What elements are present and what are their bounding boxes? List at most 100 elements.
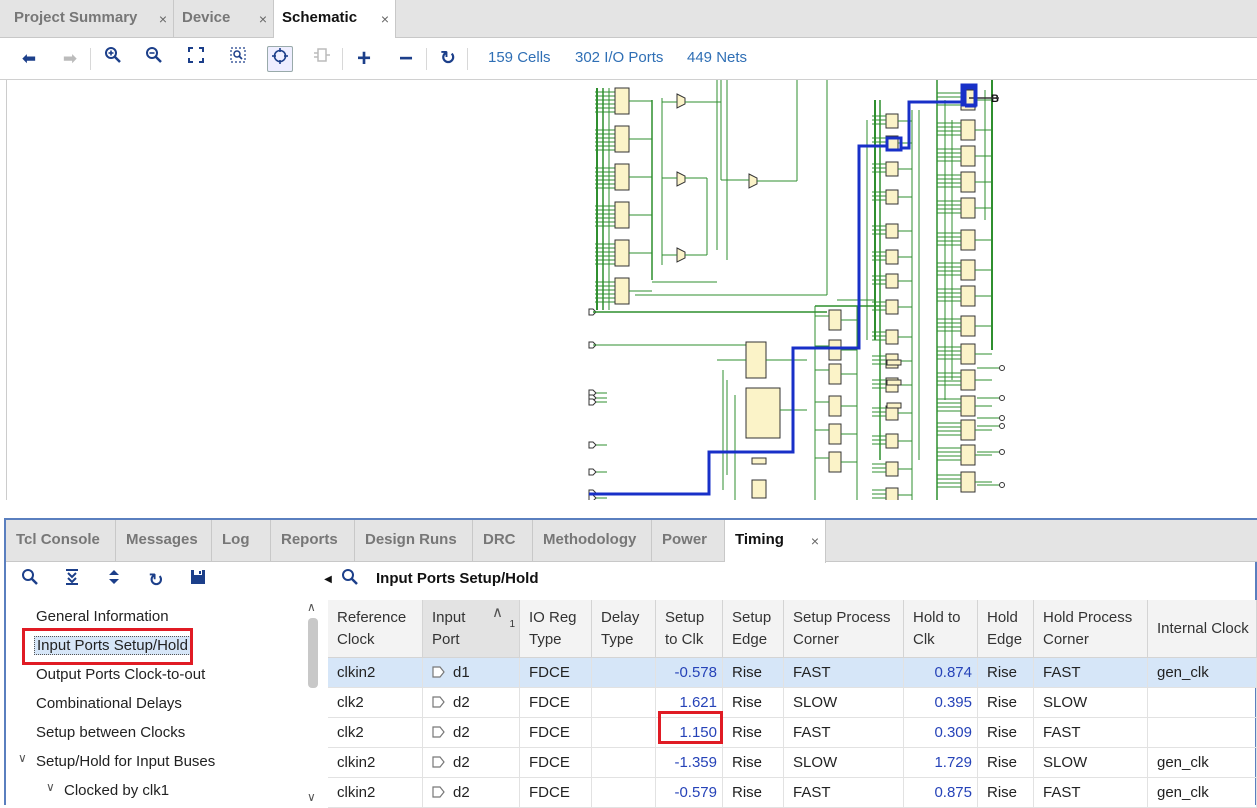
- table-row[interactable]: clk2 d2 FDCE 1.621 Rise SLOW 0.395 Rise SLOW: [328, 688, 1257, 718]
- table-row[interactable]: clkin2 d1 FDCE -0.578 Rise FAST 0.874 Rise FAST g…: [328, 658, 1257, 688]
- column-header-label: Corner: [793, 631, 839, 648]
- tab-drc[interactable]: DRC: [473, 520, 533, 562]
- search-icon[interactable]: [338, 568, 362, 592]
- back-icon[interactable]: ⬅: [21, 49, 37, 68]
- save-icon[interactable]: [186, 568, 210, 592]
- expand-all-icon[interactable]: [102, 568, 126, 592]
- zoom-fit-icon[interactable]: [183, 46, 209, 72]
- tab-tcl-console[interactable]: Tcl Console: [6, 520, 116, 562]
- column-header-label: Port: [432, 631, 460, 648]
- table-cell: FDCE: [520, 748, 592, 778]
- table-cell: Rise: [723, 658, 784, 688]
- tree-item-input-ports-setup-hold[interactable]: Input Ports Setup/Hold: [34, 636, 191, 655]
- search-icon[interactable]: [18, 568, 42, 592]
- zoom-area-icon[interactable]: [225, 46, 251, 72]
- tree-item-general-information[interactable]: General Information: [36, 608, 169, 625]
- column-header[interactable]: Setup Edge: [723, 600, 784, 658]
- table-cell: FDCE: [520, 778, 592, 808]
- add-icon[interactable]: +: [356, 45, 371, 72]
- table-row[interactable]: clkin2 d2 FDCE -0.579 Rise FAST 0.875 Rise FAST g…: [328, 778, 1257, 808]
- column-header[interactable]: Hold Process Corner: [1034, 600, 1148, 658]
- table-cell: [592, 658, 656, 688]
- tab-messages[interactable]: Messages: [116, 520, 212, 562]
- tab-project-summary[interactable]: Project Summary ×: [0, 0, 174, 38]
- column-header-label: Internal Clock: [1157, 620, 1249, 637]
- input-port-icon: [432, 726, 445, 738]
- column-header[interactable]: Reference Clock: [328, 600, 423, 658]
- tab-timing[interactable]: Timing ×: [725, 520, 826, 563]
- table-row[interactable]: clkin2 d2 FDCE -1.359 Rise SLOW 1.729 Rise SLOW g…: [328, 748, 1257, 778]
- column-header[interactable]: IO Reg Type: [520, 600, 592, 658]
- chevron-down-icon[interactable]: ∨: [18, 751, 27, 765]
- column-header[interactable]: Hold Edge: [978, 600, 1034, 658]
- port-name: d2: [453, 694, 470, 711]
- table-cell: clkin2: [328, 658, 423, 688]
- tab-reports[interactable]: Reports: [271, 520, 355, 562]
- column-header[interactable]: Setup Process Corner: [784, 600, 904, 658]
- table-cell: gen_clk: [1148, 778, 1257, 808]
- column-header[interactable]: Input Port ∧ 1: [423, 600, 520, 658]
- table-cell: FDCE: [520, 688, 592, 718]
- collapse-all-icon[interactable]: [60, 568, 84, 592]
- zoom-in-icon[interactable]: [100, 46, 126, 72]
- table-cell: FAST: [1034, 778, 1148, 808]
- table-row[interactable]: clk2 d2 FDCE 1.150 Rise FAST 0.309 Rise FAST: [328, 718, 1257, 748]
- tab-device[interactable]: Device ×: [174, 0, 274, 38]
- close-icon[interactable]: ×: [258, 11, 267, 27]
- column-header-label: to Clk: [665, 631, 704, 648]
- column-header-label: Setup Process: [793, 609, 891, 626]
- io-ports-link[interactable]: 302 I/O Ports: [575, 49, 664, 66]
- table-cell: clkin2: [328, 778, 423, 808]
- sort-ascending-icon[interactable]: ∧: [492, 604, 503, 621]
- tree-scrollbar[interactable]: ∧ ∨: [306, 600, 320, 807]
- tab-schematic[interactable]: Schematic ×: [274, 0, 396, 39]
- timing-tree: General Information Input Ports Setup/Ho…: [6, 598, 326, 807]
- column-header[interactable]: Delay Type: [592, 600, 656, 658]
- table-cell: d2: [423, 688, 520, 718]
- input-port-icon: [432, 696, 445, 708]
- remove-icon[interactable]: −: [398, 45, 413, 72]
- zoom-out-icon[interactable]: [141, 46, 167, 72]
- tab-log[interactable]: Log: [212, 520, 271, 562]
- table-cell: 0.874: [904, 658, 978, 688]
- regenerate-icon[interactable]: [309, 46, 335, 72]
- tree-item-setup-between-clocks[interactable]: Setup between Clocks: [36, 724, 186, 741]
- tab-label: Methodology: [543, 531, 637, 548]
- table-cell: FAST: [784, 718, 904, 748]
- table-cell: [592, 718, 656, 748]
- cells-link[interactable]: 159 Cells: [488, 49, 551, 66]
- close-icon[interactable]: ×: [158, 11, 167, 27]
- tree-item-setup-hold-input-buses[interactable]: Setup/Hold for Input Buses: [36, 753, 216, 770]
- table-cell: [1148, 688, 1257, 718]
- collapse-panel-icon[interactable]: ◀: [324, 574, 332, 585]
- tree-item-combinational-delays[interactable]: Combinational Delays: [36, 695, 182, 712]
- tree-item-clocked-by-clk1[interactable]: Clocked by clk1: [64, 782, 170, 799]
- close-icon[interactable]: ×: [810, 533, 819, 549]
- timing-toolbar: ↻ ◀ Input Ports Setup/Hold: [6, 562, 1257, 598]
- schematic-canvas[interactable]: B: [6, 80, 1257, 500]
- column-header-label: Edge: [987, 631, 1023, 648]
- tab-design-runs[interactable]: Design Runs: [355, 520, 473, 562]
- tab-label: Power: [662, 531, 708, 548]
- select-icon[interactable]: [267, 46, 293, 72]
- column-header[interactable]: Hold to Clk: [904, 600, 978, 658]
- chevron-down-icon[interactable]: ∨: [307, 790, 316, 804]
- refresh-icon[interactable]: ↻: [440, 48, 456, 69]
- close-icon[interactable]: ×: [380, 11, 389, 27]
- table-cell: [592, 778, 656, 808]
- nets-link[interactable]: 449 Nets: [687, 49, 748, 66]
- forward-icon[interactable]: ➡: [62, 49, 78, 68]
- column-header-label: Type: [601, 631, 634, 648]
- tab-power[interactable]: Power: [652, 520, 725, 562]
- table-cell: 0.309: [904, 718, 978, 748]
- tree-item-output-ports-clock-to-out[interactable]: Output Ports Clock-to-out: [36, 666, 206, 683]
- scrollbar-thumb[interactable]: [308, 618, 318, 688]
- chevron-up-icon[interactable]: ∧: [307, 600, 316, 614]
- table-cell: Rise: [723, 718, 784, 748]
- chevron-down-icon[interactable]: ∨: [46, 780, 55, 794]
- column-header[interactable]: Internal Clock: [1148, 600, 1257, 658]
- tab-methodology[interactable]: Methodology: [533, 520, 652, 562]
- column-header[interactable]: Setup to Clk: [656, 600, 723, 658]
- table-cell: clk2: [328, 688, 423, 718]
- refresh-icon[interactable]: ↻: [148, 570, 164, 590]
